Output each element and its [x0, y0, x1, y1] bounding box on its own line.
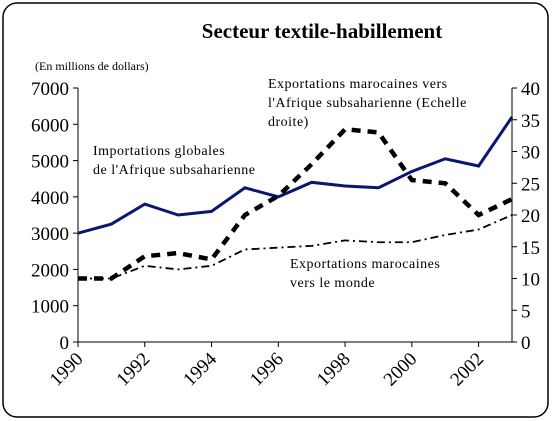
- series-line: [77, 116, 514, 235]
- y-tick-label: 2000: [31, 260, 69, 281]
- y2-tick-label: 20: [521, 206, 540, 227]
- annotation: droite): [268, 115, 309, 130]
- y-tick-label: 4000: [31, 188, 69, 209]
- y-tick-label: 3000: [31, 224, 69, 245]
- annotation: Importations globales: [93, 144, 225, 159]
- y-axis-label: (En millions de dollars): [35, 59, 149, 73]
- y2-tick-label: 10: [521, 270, 540, 291]
- y-tick-label: 5000: [31, 152, 69, 173]
- y-tick-label: 6000: [31, 115, 69, 136]
- y-tick-label: 1000: [31, 297, 69, 318]
- annotation: Exportations marocaines: [290, 257, 440, 272]
- y2-tick-label: 35: [521, 111, 540, 132]
- y2-tick-label: 15: [521, 238, 540, 259]
- y2-tick-label: 40: [521, 79, 540, 100]
- annotation: Exportations marocaines vers: [268, 77, 448, 92]
- y-tick-label: 0: [60, 333, 70, 354]
- annotation: de l'Afrique subsaharienne: [93, 163, 255, 178]
- chart-title: Secteur textile-habillement: [202, 19, 442, 43]
- y-tick-label: 7000: [31, 79, 69, 100]
- y2-tick-label: 30: [521, 143, 540, 164]
- y2-tick-label: 25: [521, 174, 540, 195]
- series-line: [78, 126, 513, 281]
- series-line: [78, 214, 513, 280]
- frame: [2, 2, 549, 418]
- y2-tick-label: 0: [521, 333, 531, 354]
- annotation: vers le monde: [290, 276, 375, 291]
- annotation: l'Afrique subsaharienne (Echelle: [268, 96, 467, 111]
- y2-tick-label: 5: [521, 301, 531, 322]
